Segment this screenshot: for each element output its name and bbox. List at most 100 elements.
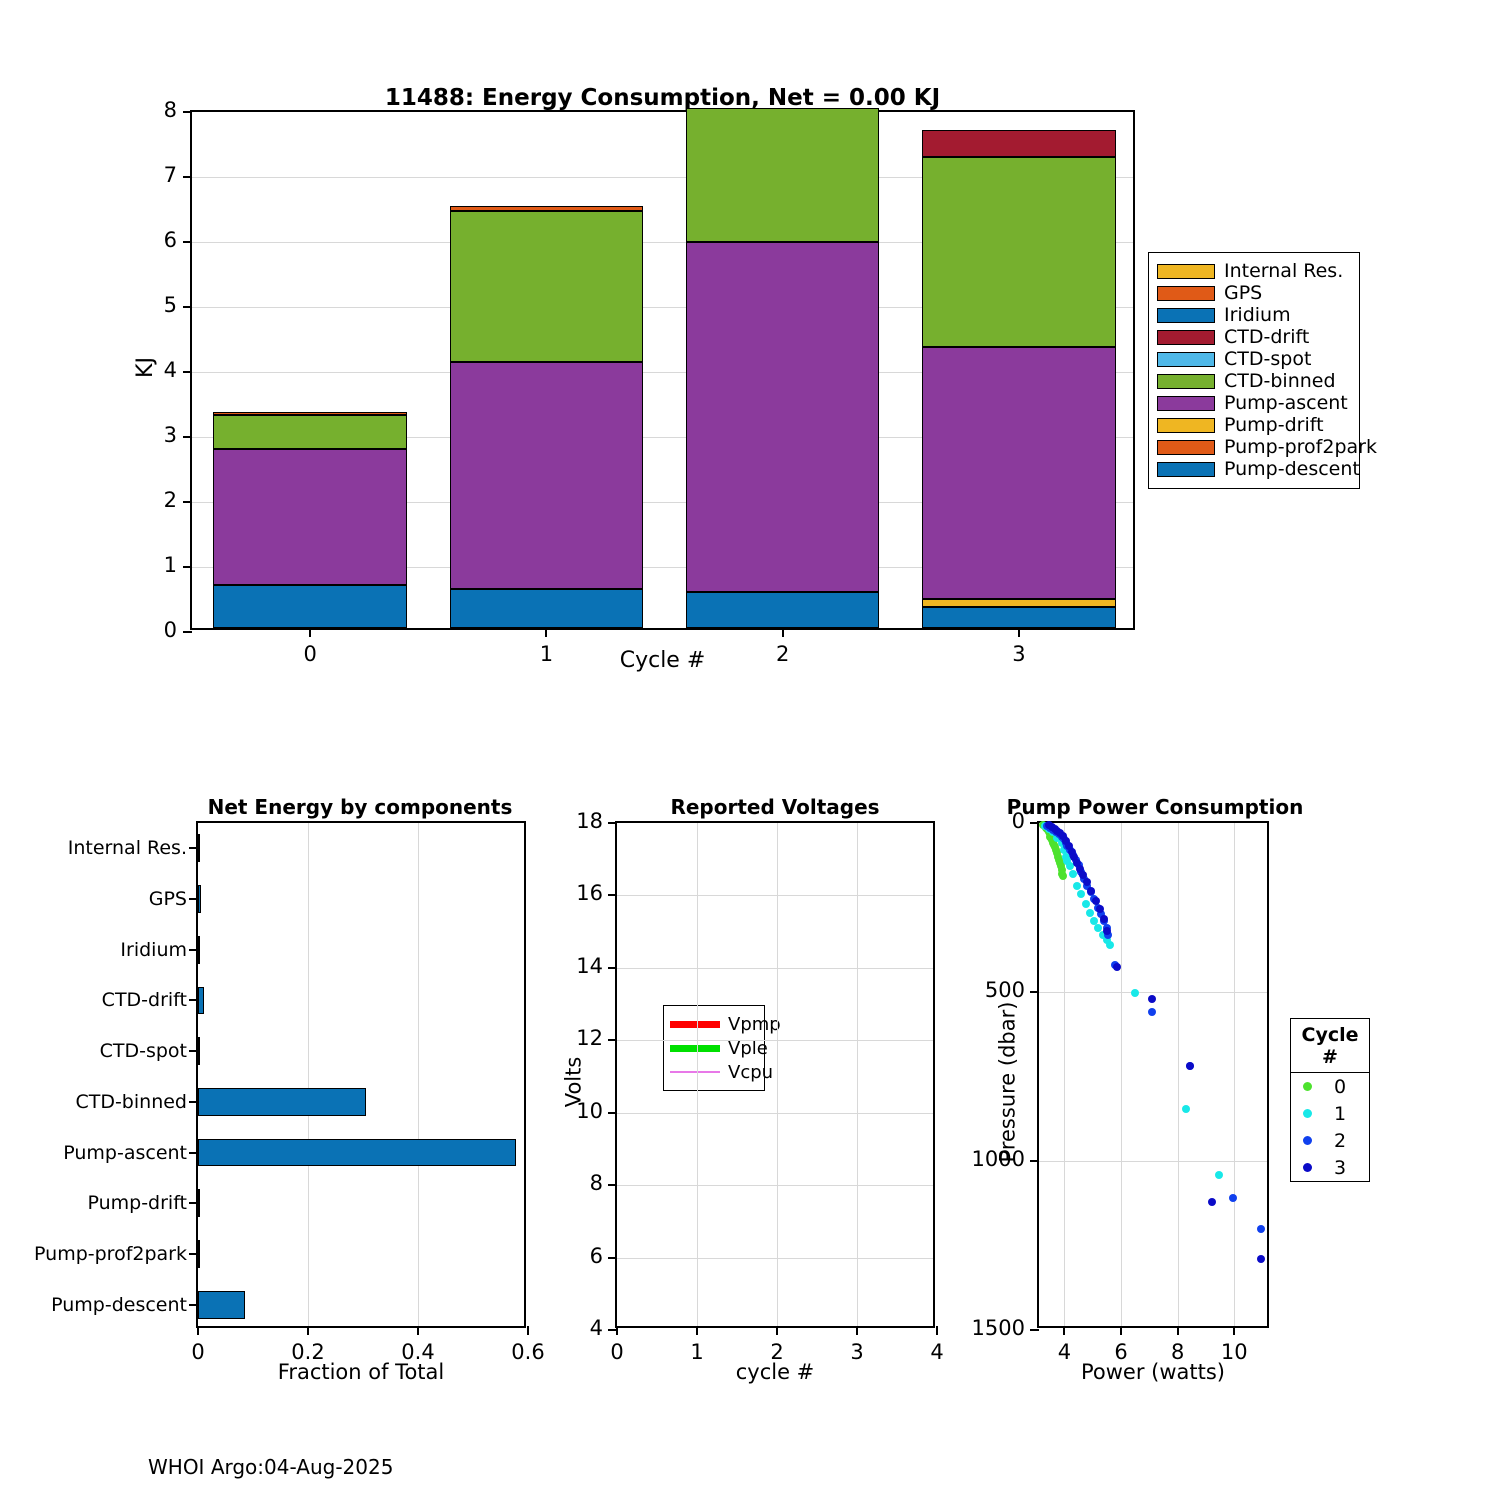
scat-x-tick bbox=[1176, 1326, 1179, 1335]
legend-item-label: Pump-prof2park bbox=[1224, 436, 1377, 458]
voltage-legend-item: Vple bbox=[670, 1036, 768, 1060]
footer-credit: WHOI Argo:04-Aug-2025 bbox=[148, 1455, 394, 1479]
stacked-bar[interactable] bbox=[685, 108, 880, 628]
stacked-bar[interactable] bbox=[449, 108, 644, 628]
bar-segment-pump-drift[interactable] bbox=[922, 598, 1116, 607]
hbar-category-label: CTD-binned bbox=[75, 1090, 187, 1113]
hbar-internal-res-[interactable] bbox=[198, 834, 200, 863]
reported-voltages-axes: Vpmp Vple Vcpu 4 6 8 10 12 14 16 18 0 1 2 3 4 bbox=[576, 809, 943, 1364]
volt-gridline bbox=[617, 1040, 933, 1042]
bar-segment-ctd-binned[interactable] bbox=[213, 415, 407, 450]
main-x-tick bbox=[545, 628, 548, 637]
hbar-y-tick bbox=[189, 948, 198, 951]
main-chart-title: 11488: Energy Consumption, Net = 0.00 KJ bbox=[384, 85, 941, 111]
scatter-point bbox=[1073, 881, 1082, 890]
hbar-gridline bbox=[308, 823, 309, 1326]
main-y-tick-label: 5 bbox=[163, 293, 177, 317]
main-gridline bbox=[192, 502, 1133, 503]
hbar-pump-drift[interactable] bbox=[198, 1189, 201, 1218]
bar-segment-pump-ascent[interactable] bbox=[922, 347, 1116, 599]
volt-y-tick-label: 16 bbox=[576, 881, 603, 906]
cycle-legend-label: 2 bbox=[1334, 1129, 1347, 1152]
main-gridline bbox=[192, 307, 1133, 308]
legend-item-label: Internal Res. bbox=[1224, 260, 1344, 282]
scat-y-tick-label: 1000 bbox=[971, 1147, 1025, 1171]
scatter-point bbox=[1257, 1255, 1266, 1264]
hbar-category-label: CTD-drift bbox=[101, 989, 187, 1012]
main-y-tick-label: 0 bbox=[163, 618, 177, 642]
volt-gridline bbox=[617, 1112, 933, 1114]
cycle-legend-label: 3 bbox=[1334, 1156, 1347, 1179]
hbar-ctd-spot[interactable] bbox=[198, 1037, 200, 1066]
scat-gridline-v bbox=[1234, 823, 1236, 1326]
scatter-point bbox=[1131, 988, 1140, 997]
hbar-pump-prof2park[interactable] bbox=[198, 1240, 200, 1268]
scat-y-tick-label: 1500 bbox=[971, 1316, 1025, 1340]
scatter-point bbox=[1067, 847, 1076, 856]
scatter-point bbox=[1100, 915, 1109, 924]
bar-segment-gps[interactable] bbox=[213, 412, 407, 416]
scat-y-tick bbox=[1030, 991, 1039, 993]
hbar-x-tick-label: 0.4 bbox=[401, 1340, 435, 1364]
volt-gridline-v bbox=[697, 823, 698, 1326]
main-x-tick bbox=[309, 628, 312, 637]
volt-y-tick bbox=[608, 1184, 617, 1187]
bar-segment-ctd-binned[interactable] bbox=[449, 210, 644, 363]
volt-y-tick bbox=[608, 1111, 617, 1114]
voltages-legend: Vpmp Vple Vcpu bbox=[663, 1005, 781, 1091]
volt-y-tick-label: 14 bbox=[576, 953, 603, 978]
scatter-point bbox=[1257, 1224, 1266, 1233]
hbar-ctd-drift[interactable] bbox=[198, 986, 205, 1015]
volt-x-tick bbox=[616, 1326, 618, 1335]
hbar-ctd-binned[interactable] bbox=[198, 1087, 366, 1116]
main-gridline bbox=[192, 242, 1133, 243]
net-energy-axes: 0 0.2 0.4 0.6 Internal Res. GPS Iridium CTD-dri… bbox=[34, 821, 545, 1364]
hbar-iridium[interactable] bbox=[198, 935, 200, 964]
volt-y-tick-label: 18 bbox=[576, 809, 603, 833]
hbar-category-label: Pump-drift bbox=[87, 1192, 187, 1215]
bar-segment-ctd-binned[interactable] bbox=[922, 157, 1116, 348]
hbar-x-tick bbox=[307, 1326, 309, 1335]
bar-segment-pump-descent[interactable] bbox=[213, 585, 407, 628]
net-energy-x-axis-label: Fraction of Total bbox=[277, 1360, 445, 1384]
scatter-point bbox=[1182, 1104, 1191, 1113]
pump-power-axes: 0 500 1000 1500 4 6 8 10 bbox=[972, 809, 1269, 1364]
legend-item: Pump-descent bbox=[1157, 458, 1360, 480]
bar-segment-pump-ascent[interactable] bbox=[685, 241, 880, 593]
main-x-tick bbox=[1017, 628, 1020, 637]
main-y-tick-label: 2 bbox=[163, 488, 177, 512]
stacked-bar[interactable] bbox=[922, 108, 1116, 628]
bar-segment-ctd-drift[interactable] bbox=[922, 130, 1116, 158]
cycle-legend-dot-3 bbox=[1303, 1163, 1312, 1172]
legend-item-label: Pump-drift bbox=[1224, 414, 1324, 436]
legend-item-label: CTD-binned bbox=[1224, 370, 1336, 392]
volt-y-tick-label: 6 bbox=[589, 1243, 603, 1268]
cycle-legend-item: 0 bbox=[1291, 1073, 1369, 1100]
hbar-gps[interactable] bbox=[198, 885, 202, 913]
scatter-point bbox=[1112, 962, 1121, 971]
scatter-point bbox=[1064, 841, 1073, 850]
cycle-legend-dot-0 bbox=[1303, 1082, 1312, 1091]
main-y-tick-label: 4 bbox=[163, 358, 177, 382]
scat-y-tick bbox=[1030, 822, 1039, 824]
scat-x-tick bbox=[1120, 1326, 1123, 1335]
scatter-point bbox=[1095, 905, 1104, 914]
stacked-bar[interactable] bbox=[213, 108, 407, 628]
legend-item: CTD-binned bbox=[1157, 370, 1351, 392]
legend-item: CTD-spot bbox=[1157, 348, 1351, 370]
cycle-legend-dot-1 bbox=[1303, 1109, 1312, 1118]
hbar-pump-ascent[interactable] bbox=[198, 1138, 516, 1167]
bar-segment-pump-descent[interactable] bbox=[922, 606, 1116, 628]
hbar-pump-descent[interactable] bbox=[198, 1290, 245, 1319]
bar-segment-pump-ascent[interactable] bbox=[213, 449, 407, 586]
bar-segment-pump-descent[interactable] bbox=[449, 589, 644, 628]
scatter-point bbox=[1097, 910, 1106, 919]
legend-item: Pump-ascent bbox=[1157, 392, 1351, 414]
bar-segment-gps[interactable] bbox=[449, 206, 644, 211]
scatter-point bbox=[1214, 1170, 1223, 1179]
legend-item: CTD-drift bbox=[1157, 326, 1351, 348]
bar-segment-ctd-binned[interactable] bbox=[685, 108, 880, 242]
hbar-category-label: CTD-spot bbox=[99, 1040, 187, 1063]
bar-segment-pump-descent[interactable] bbox=[685, 592, 880, 628]
bar-segment-pump-ascent[interactable] bbox=[449, 362, 644, 589]
